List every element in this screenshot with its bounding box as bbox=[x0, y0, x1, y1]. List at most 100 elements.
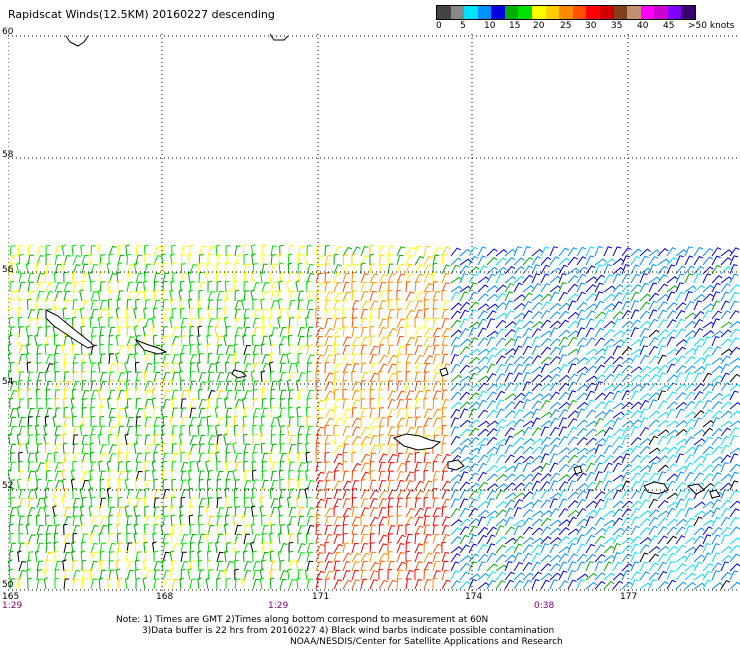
wind-barb bbox=[522, 501, 535, 509]
wind-barb bbox=[97, 289, 103, 302]
wind-barb bbox=[252, 344, 260, 356]
wind-barb bbox=[198, 371, 207, 383]
wind-barb bbox=[197, 559, 203, 572]
wind-barb bbox=[630, 409, 642, 419]
wind-barb bbox=[702, 420, 715, 428]
wind-barb bbox=[603, 580, 615, 590]
wind-barb bbox=[450, 363, 461, 374]
wind-barb bbox=[441, 442, 447, 455]
wind-barb bbox=[675, 355, 686, 365]
wind-barb bbox=[558, 273, 567, 284]
wind-barb bbox=[270, 568, 275, 581]
wind-barb bbox=[585, 348, 598, 356]
wind-barb bbox=[9, 542, 17, 554]
wind-barb bbox=[18, 272, 26, 284]
colorbar-segment bbox=[559, 6, 573, 19]
wind-barb bbox=[72, 515, 79, 527]
wind-barb bbox=[144, 515, 151, 527]
wind-barb bbox=[351, 488, 358, 500]
wind-barb bbox=[26, 343, 31, 356]
wind-barb bbox=[513, 418, 525, 428]
colorbar-segment bbox=[437, 6, 451, 19]
wind-barb bbox=[52, 505, 57, 518]
wind-barb bbox=[693, 410, 705, 419]
wind-barb bbox=[81, 280, 86, 293]
wind-barb bbox=[477, 553, 489, 563]
wind-barb bbox=[684, 462, 694, 473]
wind-barb bbox=[594, 364, 605, 374]
wind-barb bbox=[702, 489, 712, 500]
wind-barb bbox=[333, 444, 344, 455]
wind-barb bbox=[477, 356, 489, 365]
wind-barb bbox=[504, 321, 517, 329]
wind-barb bbox=[639, 472, 650, 482]
island-aleutian-a bbox=[392, 433, 442, 451]
wind-barb bbox=[261, 326, 267, 338]
wind-barb bbox=[18, 416, 26, 428]
wind-barb bbox=[252, 326, 260, 338]
wind-barb bbox=[702, 562, 714, 572]
wind-barb bbox=[306, 560, 314, 572]
wind-barb bbox=[88, 253, 94, 266]
wind-barb bbox=[333, 533, 342, 545]
wind-barb bbox=[405, 263, 413, 275]
wind-barb bbox=[369, 273, 379, 284]
wind-barb bbox=[513, 266, 525, 275]
wind-barb bbox=[639, 499, 650, 509]
wind-barb bbox=[189, 380, 196, 392]
wind-barb bbox=[684, 391, 695, 401]
wind-barb bbox=[81, 559, 87, 572]
wind-barb bbox=[279, 578, 287, 590]
wind-barb bbox=[62, 559, 67, 572]
wind-barb bbox=[549, 327, 559, 338]
wind-barb bbox=[387, 541, 393, 553]
wind-barb bbox=[414, 568, 419, 581]
wind-barb bbox=[18, 488, 26, 500]
colorbar-label: >50 knots bbox=[688, 21, 735, 31]
wind-barb bbox=[81, 407, 87, 419]
wind-barb bbox=[142, 532, 148, 545]
wind-barb bbox=[224, 298, 229, 311]
wind-barb bbox=[603, 419, 615, 428]
wind-barb bbox=[187, 451, 192, 464]
wind-barb bbox=[459, 456, 472, 464]
wind-barb bbox=[135, 425, 141, 437]
wind-barb bbox=[729, 255, 739, 266]
wind-barb bbox=[729, 570, 739, 581]
wind-barb bbox=[26, 559, 32, 572]
wind-barb bbox=[603, 309, 613, 320]
wind-barb bbox=[360, 507, 369, 518]
wind-barb bbox=[269, 487, 275, 500]
wind-barb bbox=[648, 562, 659, 572]
wind-barb bbox=[53, 271, 59, 284]
wind-barb bbox=[306, 389, 314, 401]
wind-barb bbox=[576, 525, 587, 536]
wind-barb bbox=[216, 551, 224, 563]
wind-barb bbox=[54, 577, 59, 589]
wind-barb bbox=[594, 246, 603, 257]
wind-barb bbox=[189, 416, 197, 428]
wind-barb bbox=[360, 380, 367, 392]
wind-barb bbox=[684, 356, 696, 365]
wind-barb bbox=[639, 480, 649, 491]
wind-barb bbox=[189, 523, 195, 536]
wind-barb bbox=[72, 380, 80, 392]
wind-barb bbox=[495, 302, 507, 311]
wind-barb bbox=[151, 325, 156, 338]
wind-barb bbox=[504, 420, 517, 428]
wind-barb bbox=[612, 474, 625, 482]
wind-barb bbox=[324, 434, 332, 446]
wind-barb bbox=[720, 372, 730, 383]
wind-barb bbox=[278, 532, 283, 545]
wind-barb bbox=[459, 338, 471, 347]
wind-barb bbox=[423, 362, 431, 374]
wind-barb bbox=[414, 461, 422, 473]
wind-barb bbox=[216, 371, 225, 383]
wind-barb bbox=[99, 470, 106, 482]
wind-barb bbox=[612, 339, 625, 347]
wind-barb bbox=[153, 246, 162, 257]
wind-barb bbox=[423, 506, 432, 518]
wind-barb bbox=[531, 248, 544, 257]
wind-barb bbox=[360, 415, 366, 428]
wind-barb bbox=[414, 469, 420, 482]
